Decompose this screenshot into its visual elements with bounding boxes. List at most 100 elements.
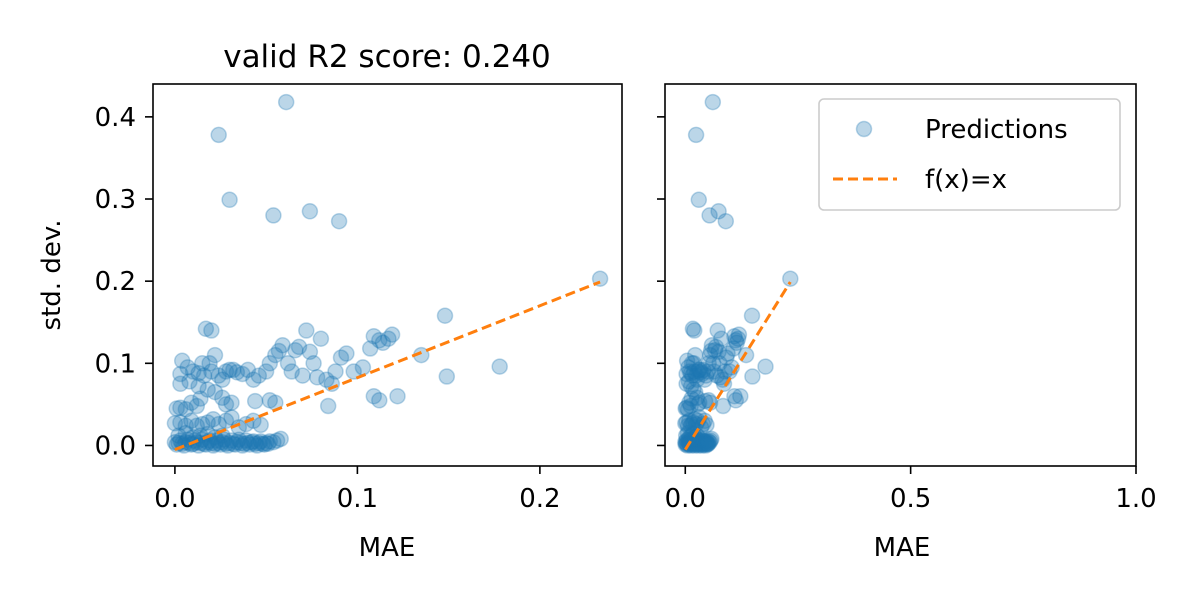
data-point <box>679 417 697 434</box>
data-point <box>319 397 337 415</box>
data-point <box>706 341 724 359</box>
data-point <box>680 359 697 376</box>
data-point <box>177 401 195 418</box>
data-point <box>265 207 282 224</box>
data-point <box>717 212 735 230</box>
data-point <box>261 433 279 450</box>
data-point <box>695 361 712 379</box>
data-point <box>234 437 251 454</box>
data-point <box>267 346 284 364</box>
data-point <box>684 320 702 338</box>
data-point <box>232 434 249 452</box>
data-point <box>714 397 732 415</box>
data-point <box>188 397 206 415</box>
data-point <box>172 414 189 431</box>
data-point <box>283 363 300 380</box>
data-point <box>259 435 277 453</box>
right-reference-line <box>684 281 792 451</box>
x-tick-label: 0.2 <box>519 484 560 514</box>
data-point <box>678 365 695 383</box>
data-point <box>711 355 728 372</box>
data-point <box>168 400 185 417</box>
data-point <box>682 397 699 415</box>
data-point <box>327 363 344 380</box>
data-point <box>246 435 264 453</box>
data-point <box>728 334 745 352</box>
data-point <box>237 432 255 449</box>
data-point <box>693 365 711 383</box>
data-point <box>691 436 709 453</box>
data-point <box>698 433 715 450</box>
data-point <box>230 431 248 448</box>
data-point <box>683 355 701 372</box>
data-point <box>696 371 713 388</box>
data-point <box>380 330 397 347</box>
data-point <box>704 355 722 372</box>
data-point <box>694 432 712 449</box>
data-point <box>727 332 745 349</box>
data-point <box>217 412 235 430</box>
data-point <box>219 437 237 454</box>
left-scatter-points <box>166 93 609 454</box>
data-point <box>203 322 220 339</box>
data-point <box>691 432 708 449</box>
data-point <box>436 307 454 324</box>
right-x-axis-label: MAE <box>874 533 931 563</box>
data-point <box>371 332 388 349</box>
data-point <box>217 396 235 413</box>
legend: Predictions f(x)=x <box>818 98 1121 211</box>
data-point <box>438 368 456 385</box>
data-point <box>365 387 383 405</box>
data-point <box>166 433 184 451</box>
data-point <box>188 417 206 434</box>
legend-label-predictions: Predictions <box>925 115 1068 145</box>
data-point <box>684 367 701 384</box>
data-point <box>383 326 401 343</box>
data-point <box>682 417 699 434</box>
data-point <box>691 394 708 411</box>
x-tick-label: 0.0 <box>665 484 706 514</box>
data-point <box>678 399 695 416</box>
data-point <box>298 322 315 339</box>
data-point <box>261 392 279 409</box>
data-point <box>729 330 747 347</box>
data-point <box>693 434 710 452</box>
data-point <box>701 207 718 224</box>
data-point <box>686 428 704 446</box>
legend-marker-predictions <box>855 120 873 138</box>
data-point <box>680 373 698 390</box>
data-point <box>212 436 229 453</box>
data-point <box>256 436 273 453</box>
data-point <box>682 378 700 395</box>
data-point <box>678 352 696 370</box>
data-point <box>279 355 297 372</box>
data-point <box>345 363 362 380</box>
data-point <box>679 401 697 418</box>
y-tick-label: 0.0 <box>95 431 136 461</box>
data-point <box>677 415 694 432</box>
data-point <box>223 432 240 449</box>
data-point <box>239 361 257 379</box>
data-point <box>170 427 187 444</box>
data-point <box>678 435 696 453</box>
data-point <box>245 371 262 388</box>
data-point <box>677 434 695 452</box>
data-point <box>194 355 211 372</box>
data-point <box>678 375 695 393</box>
data-point <box>695 436 713 453</box>
data-point <box>241 436 258 453</box>
data-point <box>239 434 257 452</box>
data-point <box>221 191 238 209</box>
data-point <box>361 340 379 357</box>
data-point <box>702 432 719 449</box>
data-point <box>726 327 743 345</box>
data-point <box>708 367 726 384</box>
data-point <box>704 93 722 111</box>
right-scatter-points <box>677 93 799 454</box>
data-point <box>243 433 260 451</box>
data-point <box>705 363 723 380</box>
data-point <box>308 369 326 386</box>
fx-reference-line <box>174 280 601 451</box>
data-point <box>277 93 295 111</box>
data-point <box>223 394 240 411</box>
